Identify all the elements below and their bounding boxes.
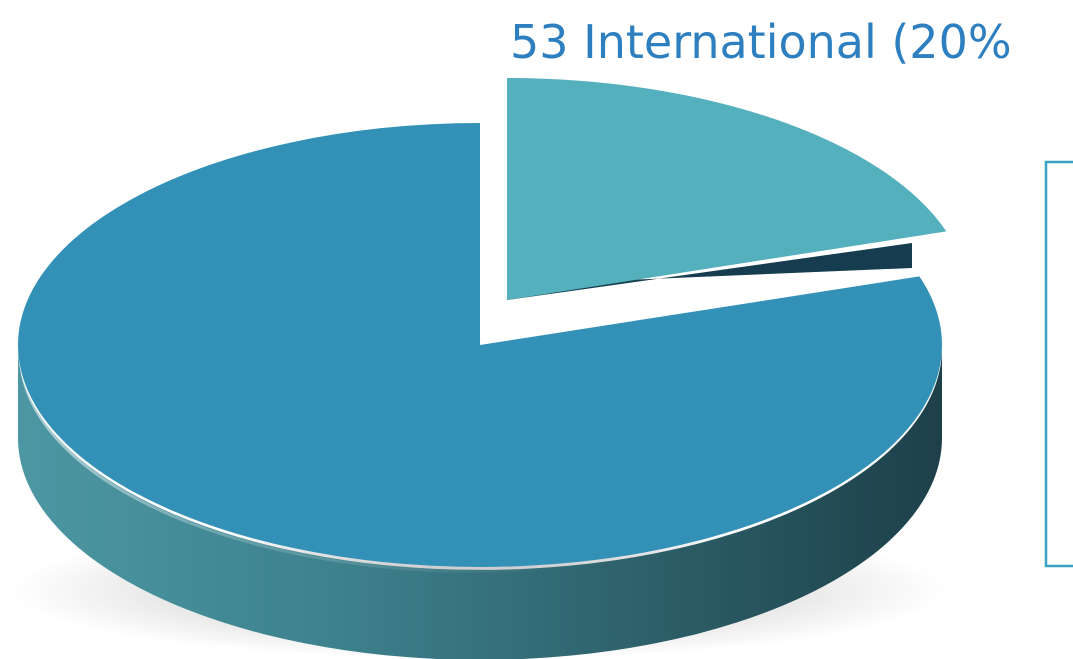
pie-slice-large bbox=[17, 123, 942, 567]
pie-slice-small-side bbox=[507, 243, 912, 300]
pie-slice-large-side bbox=[18, 348, 942, 659]
legend-box bbox=[1044, 160, 1073, 568]
slice-data-label: 53 International (20% bbox=[510, 15, 1012, 69]
pie-slice-large-rim-highlight bbox=[20, 371, 561, 573]
pie-slice-small bbox=[507, 78, 947, 300]
pie-slices bbox=[17, 78, 947, 567]
